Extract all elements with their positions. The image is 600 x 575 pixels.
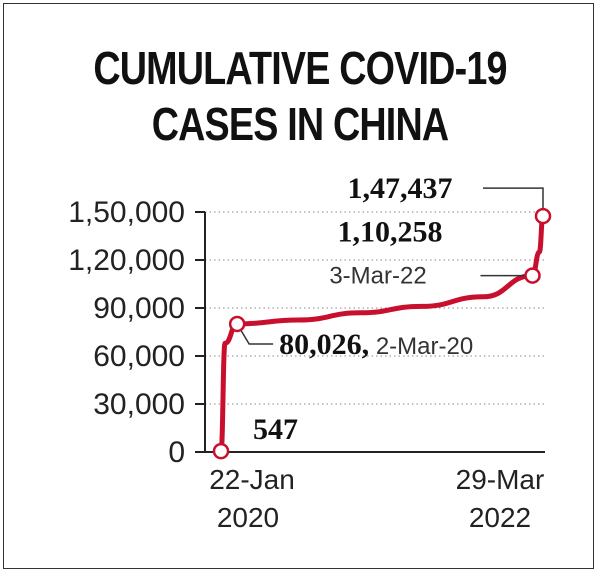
x-tick-label-start-year: 2020	[217, 502, 279, 533]
y-tick-label: 60,000	[93, 340, 185, 373]
y-tick-label: 90,000	[93, 292, 185, 325]
annotation-147437: 1,47,437	[348, 172, 453, 205]
x-tick-label-end-year: 2022	[469, 502, 531, 533]
chart-title-line2: CASES IN CHINA	[151, 98, 449, 150]
y-tick-label: 1,50,000	[68, 196, 185, 229]
chart-frame	[3, 3, 594, 569]
chart-title-line1: CUMULATIVE COVID-19	[93, 42, 507, 94]
y-tick-label: 0	[168, 436, 185, 469]
y-tick-label: 30,000	[93, 388, 185, 421]
data-point-marker	[228, 315, 246, 333]
leader-line-147437	[483, 187, 544, 209]
annotation-547: 547	[253, 413, 298, 446]
x-tick-label-start: 22-Jan	[209, 464, 295, 495]
x-tick-label-end: 29-Mar	[456, 464, 545, 495]
annotation-80026: 80,026, 2-Mar-20	[279, 328, 473, 361]
annotation-110258-value: 1,10,258	[338, 216, 443, 249]
data-point-marker	[534, 207, 552, 225]
y-tick-label: 1,20,000	[68, 244, 185, 277]
data-point-marker	[212, 442, 230, 460]
annotation-110258-date: 3-Mar-22	[329, 263, 426, 290]
data-point-marker	[524, 267, 541, 284]
